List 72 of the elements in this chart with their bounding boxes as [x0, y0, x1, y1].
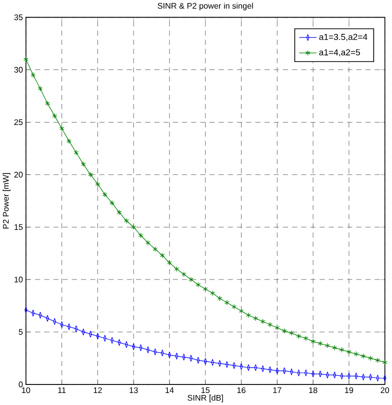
point [253, 316, 258, 322]
point [303, 336, 308, 342]
x-tick-label: 11 [58, 387, 66, 393]
point [188, 276, 194, 282]
point [95, 181, 100, 187]
point [138, 232, 144, 238]
point [210, 290, 215, 296]
point [110, 200, 114, 206]
point [131, 224, 136, 230]
point [360, 353, 366, 359]
point [145, 240, 150, 246]
point [174, 266, 180, 272]
point [88, 172, 93, 178]
point [260, 318, 266, 324]
point [217, 296, 222, 302]
point [296, 333, 302, 339]
legend-label: a1=4,a2=5 [319, 49, 360, 56]
point [38, 86, 43, 92]
point [30, 72, 36, 78]
point [282, 328, 287, 334]
point [44, 100, 50, 106]
x-tick-label: 13 [130, 387, 138, 394]
point [52, 113, 58, 119]
point [160, 252, 165, 258]
point [224, 300, 230, 306]
point [66, 138, 72, 144]
point [116, 210, 122, 216]
point [232, 304, 236, 310]
point [354, 351, 359, 357]
point [246, 312, 251, 318]
point [202, 286, 208, 292]
point [124, 218, 129, 224]
x-tick-label: 14 [166, 387, 174, 393]
point [74, 150, 79, 156]
y-tick-label: 25 [14, 119, 23, 126]
point [238, 308, 244, 314]
point [346, 349, 352, 355]
x-axis-title: SINR [dB] [188, 394, 223, 402]
point [152, 246, 158, 252]
point [102, 192, 108, 198]
point [332, 344, 337, 350]
point [59, 126, 64, 132]
point [318, 340, 323, 346]
legend-label: a1=3.5,a2=4 [319, 34, 368, 41]
y-tick-label: 15 [14, 224, 23, 230]
point [268, 322, 272, 328]
y-tick-label: 10 [14, 276, 23, 282]
point [289, 330, 294, 336]
y-tick-label: 5 [18, 329, 23, 335]
x-tick-label: 15 [201, 387, 210, 394]
point [310, 338, 316, 344]
chart-title: SINR & P2 power in singel [158, 2, 253, 10]
point [181, 272, 186, 278]
point [339, 347, 344, 353]
point [368, 355, 373, 361]
point [80, 161, 86, 167]
x-tick-label: 20 [380, 387, 390, 394]
y-tick-label: 0 [18, 382, 23, 388]
x-tick-label: 19 [345, 387, 354, 394]
y-tick-label: 35 [14, 14, 23, 20]
y-axis-title: P2 Power [mW] [2, 173, 10, 229]
x-tick-label: 12 [94, 387, 102, 394]
point [375, 358, 380, 364]
x-tick-label: 16 [237, 387, 246, 394]
point [274, 325, 280, 331]
y-tick-label: 20 [14, 172, 23, 178]
x-tick-label: 18 [309, 387, 318, 394]
x-tick-label: 17 [273, 387, 282, 393]
point [324, 342, 330, 348]
point [196, 282, 201, 288]
point [167, 260, 172, 266]
y-tick-label: 30 [14, 66, 23, 73]
